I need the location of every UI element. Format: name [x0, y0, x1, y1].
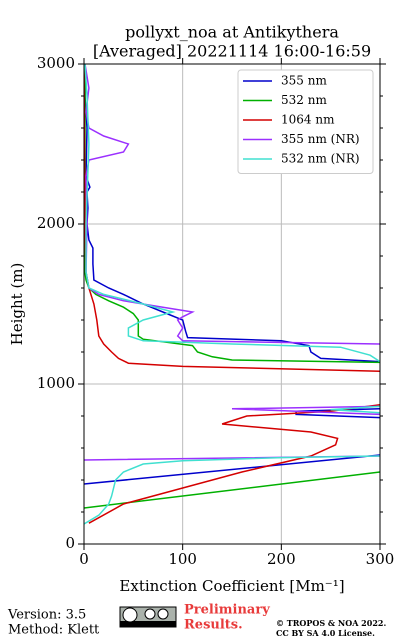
- profile-line: [84, 64, 380, 525]
- method: Method: Klett: [8, 623, 100, 638]
- plot-lines: [84, 64, 380, 525]
- y-axis-label: Height (m): [8, 263, 26, 346]
- chart-subtitle: [Averaged] 20221114 16:00-16:59: [93, 42, 371, 61]
- legend-label: 532 nm (NR): [281, 152, 360, 166]
- x-tick-label: 200: [267, 550, 296, 568]
- y-tick-label: 1000: [37, 374, 75, 392]
- y-tick-label: 3000: [37, 54, 75, 72]
- copyright: © TROPOS & NOA 2022.: [276, 618, 386, 628]
- legend-label: 355 nm: [281, 74, 327, 88]
- x-tick-label: 0: [79, 550, 89, 568]
- preliminary: Results.: [184, 618, 243, 633]
- legend-box: [237, 69, 374, 174]
- legend-label: 532 nm: [281, 93, 327, 107]
- legend: 355 nm 532 nm 1064 nm 355 nm (NR) 532 nm (NR…: [237, 69, 374, 174]
- chart-title: pollyxt_noa at Antikythera: [125, 23, 339, 42]
- legend-label: 355 nm (NR): [281, 132, 360, 146]
- version: Version: 3.5: [7, 608, 86, 623]
- license: CC BY SA 4.0 License.: [276, 628, 375, 638]
- preliminary: Preliminary: [184, 603, 270, 618]
- plot-frame: [83, 63, 381, 545]
- cc-logo: [119, 606, 177, 628]
- legend-label: 1064 nm: [281, 113, 335, 127]
- x-axis-label: Extinction Coefficient [Mm⁻¹]: [119, 577, 344, 595]
- y-tick-label: 0: [65, 534, 75, 552]
- x-tick-label: 300: [366, 550, 395, 568]
- x-tick-label: 100: [168, 550, 197, 568]
- y-tick-label: 2000: [37, 214, 75, 232]
